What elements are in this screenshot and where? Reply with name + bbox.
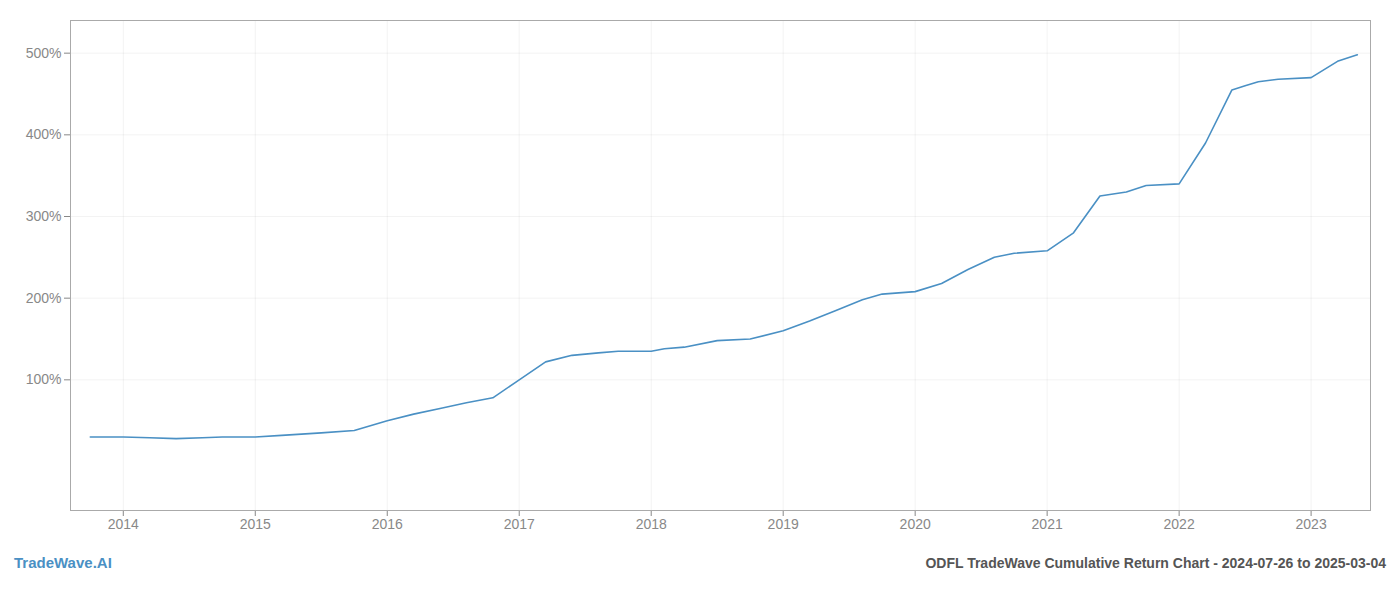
html-text:ODFL TradeWave Cumulative Retu: ODFL TradeWave Cumulative Return Chart -… <box>925 555 1386 571</box>
svg-text:2014: 2014 <box>108 516 139 532</box>
svg-text:2022: 2022 <box>1164 516 1195 532</box>
svg-text:2018: 2018 <box>636 516 667 532</box>
svg-text:500%: 500% <box>26 45 62 61</box>
svg-text:300%: 300% <box>26 208 62 224</box>
svg-text:200%: 200% <box>26 290 62 306</box>
svg-text:2019: 2019 <box>768 516 799 532</box>
svg-text:2023: 2023 <box>1296 516 1327 532</box>
svg-text:2021: 2021 <box>1032 516 1063 532</box>
html-text:TradeWave.AI: TradeWave.AI <box>14 554 112 571</box>
svg-text:100%: 100% <box>26 371 62 387</box>
svg-text:2017: 2017 <box>504 516 535 532</box>
svg-text:400%: 400% <box>26 126 62 142</box>
svg-text:2015: 2015 <box>240 516 271 532</box>
svg-text:2016: 2016 <box>372 516 403 532</box>
svg-text:2020: 2020 <box>900 516 931 532</box>
